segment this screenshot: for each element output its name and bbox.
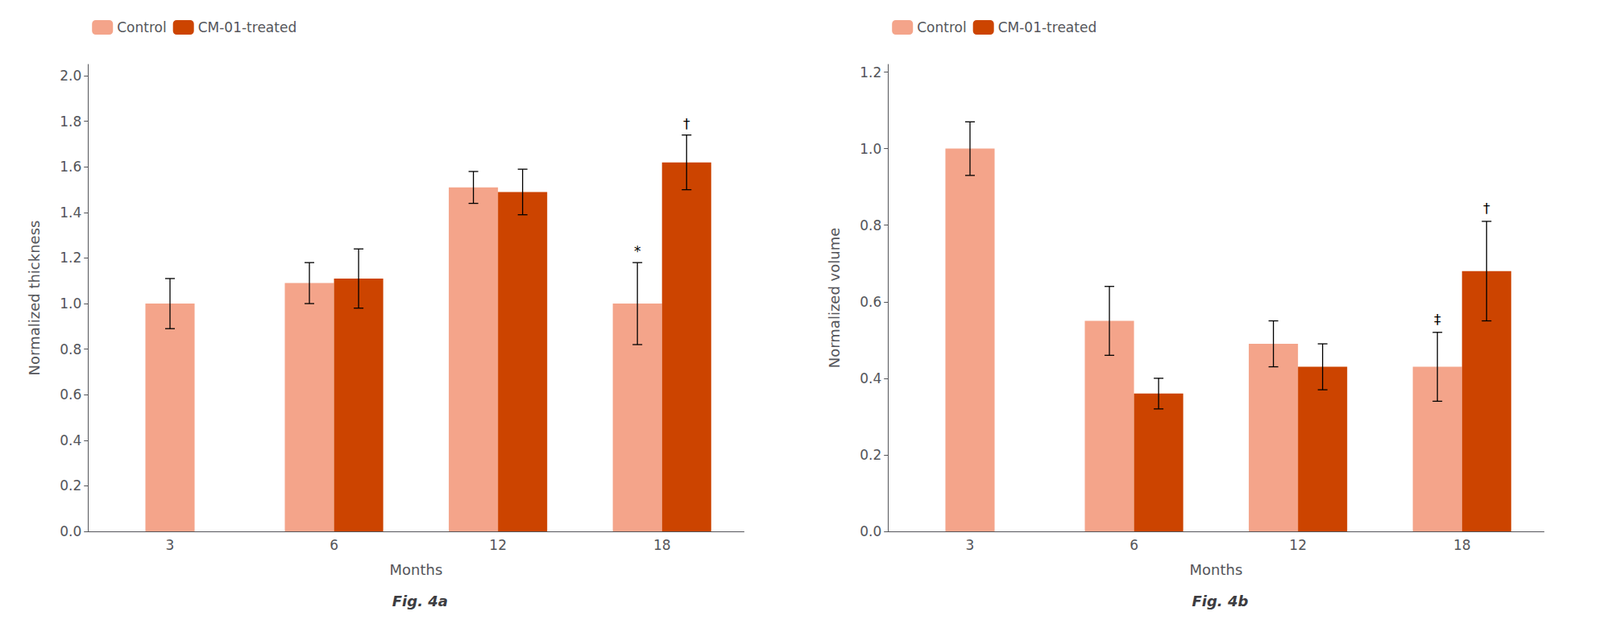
svg-text:0.2: 0.2 [859, 447, 882, 464]
svg-text:0.4: 0.4 [859, 370, 882, 387]
svg-text:0.6: 0.6 [59, 386, 82, 403]
svg-text:2.0: 2.0 [59, 67, 82, 84]
svg-text:1.0: 1.0 [859, 140, 882, 158]
svg-text:†: † [683, 116, 691, 133]
svg-text:6: 6 [329, 537, 339, 554]
svg-text:*: * [634, 243, 642, 260]
svg-text:12: 12 [1289, 537, 1307, 554]
svg-text:Fig. 4a: Fig. 4a [392, 592, 448, 610]
svg-text:Normalized thickness: Normalized thickness [25, 220, 43, 377]
svg-text:1.2: 1.2 [859, 64, 882, 81]
svg-text:0.0: 0.0 [859, 523, 882, 540]
svg-text:6: 6 [1129, 537, 1139, 554]
svg-text:CM-01-treated: CM-01-treated [998, 19, 1098, 36]
svg-text:0.8: 0.8 [859, 217, 882, 234]
svg-text:‡: ‡ [1434, 311, 1442, 328]
svg-text:1.6: 1.6 [59, 158, 82, 175]
svg-text:3: 3 [965, 537, 975, 554]
svg-text:Months: Months [1189, 561, 1243, 579]
svg-text:CM-01-treated: CM-01-treated [198, 19, 298, 36]
svg-text:1.4: 1.4 [59, 204, 82, 221]
svg-text:0.2: 0.2 [59, 477, 82, 494]
svg-text:1.2: 1.2 [59, 249, 82, 266]
svg-text:3: 3 [165, 537, 175, 554]
svg-text:0.6: 0.6 [859, 294, 882, 311]
svg-text:18: 18 [1453, 537, 1472, 554]
svg-text:12: 12 [489, 537, 507, 554]
svg-text:0.8: 0.8 [59, 341, 82, 358]
svg-text:1.0: 1.0 [59, 295, 82, 312]
svg-text:Months: Months [389, 561, 443, 579]
svg-text:Control: Control [116, 19, 166, 36]
svg-text:†: † [1483, 200, 1491, 217]
svg-text:0.4: 0.4 [59, 432, 82, 449]
svg-text:0.0: 0.0 [59, 523, 82, 540]
svg-text:18: 18 [653, 537, 672, 554]
svg-text:Normalized volume: Normalized volume [825, 227, 843, 369]
svg-text:Fig. 4b: Fig. 4b [1191, 592, 1248, 610]
svg-text:1.8: 1.8 [59, 113, 82, 130]
svg-text:Control: Control [916, 19, 966, 36]
